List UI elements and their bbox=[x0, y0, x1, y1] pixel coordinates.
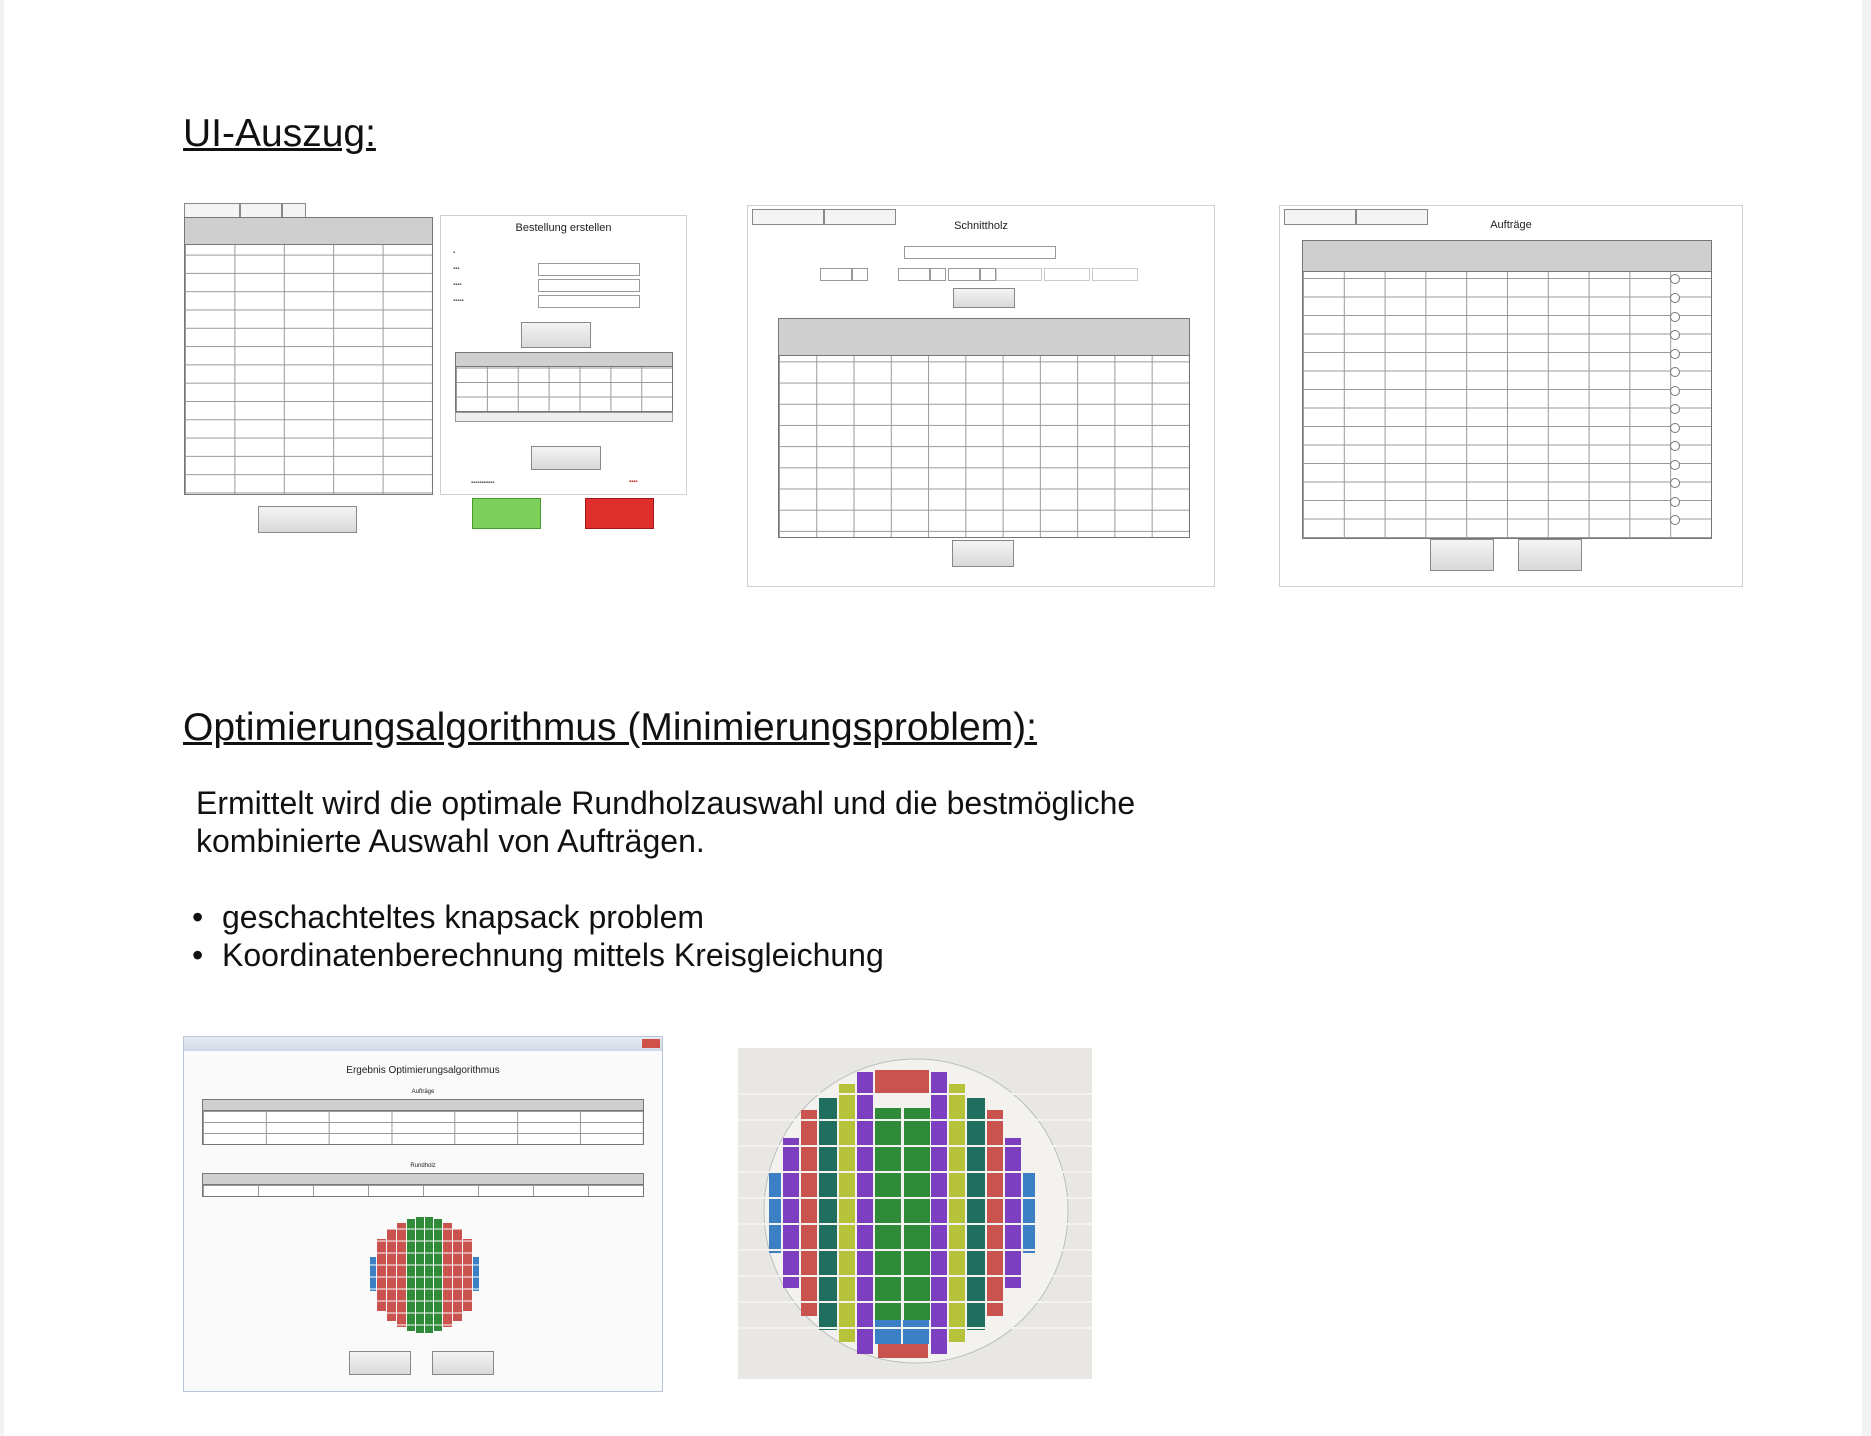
order-list-table bbox=[184, 217, 433, 495]
orders-table bbox=[1302, 240, 1712, 539]
list-item: Koordinatenberechnung mittels Kreisgleic… bbox=[192, 936, 884, 974]
confirm-order-button[interactable] bbox=[472, 498, 541, 529]
cancel-order-button[interactable] bbox=[585, 498, 654, 529]
delete-button[interactable] bbox=[258, 506, 357, 533]
orders-title: Aufträge bbox=[1490, 219, 1532, 231]
search-input[interactable] bbox=[904, 246, 1056, 259]
small-cutting-layout bbox=[362, 1217, 484, 1333]
continue-button[interactable] bbox=[432, 1351, 494, 1375]
tab-orders[interactable] bbox=[1356, 209, 1428, 225]
mockup-orders-screen: Aufträge bbox=[1278, 204, 1744, 589]
orders-subtitle: Aufträge bbox=[411, 1089, 435, 1095]
tab-orders[interactable] bbox=[824, 209, 896, 225]
window-titlebar bbox=[184, 1037, 662, 1051]
feature-list: geschachteltes knapsack problem Koordina… bbox=[192, 898, 884, 974]
intro-paragraph: Ermittelt wird die optimale Rundholzausw… bbox=[196, 785, 1136, 859]
create-order-title: Bestellung erstellen bbox=[515, 222, 612, 234]
mockup-order-screen: Bestellung erstellen ▪ ▪▪▪ ▪▪▪▪ ▪▪▪▪▪ ▪▪… bbox=[182, 203, 694, 541]
window-close-button[interactable] bbox=[642, 1039, 660, 1048]
round-timber-select-button[interactable] bbox=[1430, 539, 1494, 571]
sawn-timber-title: Schnittholz bbox=[954, 220, 1008, 232]
address-input[interactable] bbox=[538, 279, 640, 292]
ui-excerpt-heading: UI-Auszug: bbox=[183, 112, 376, 155]
document-page: UI-Auszug: Bestellung erstellen ▪ ▪▪▪ ▪▪… bbox=[4, 0, 1862, 1436]
algorithm-heading: Optimierungsalgorithmus (Minimierungspro… bbox=[183, 706, 1037, 749]
result-window-screenshot: Ergebnis Optimierungsalgorithmus Aufträg… bbox=[183, 1036, 663, 1392]
remove-item-button[interactable] bbox=[531, 446, 601, 470]
reserve-button[interactable] bbox=[952, 540, 1014, 567]
number-input[interactable] bbox=[538, 295, 640, 308]
horizontal-scrollbar[interactable] bbox=[455, 412, 673, 422]
search-button[interactable] bbox=[953, 288, 1015, 308]
round-timber-subtitle: Rundholz bbox=[410, 1163, 436, 1169]
name-input[interactable] bbox=[538, 263, 640, 276]
optimize-button[interactable] bbox=[1518, 539, 1582, 571]
add-order-button[interactable] bbox=[521, 322, 591, 348]
mockup-sawn-timber-screen: Schnittholz bbox=[746, 204, 1216, 589]
order-items-table bbox=[455, 352, 673, 412]
sawn-timber-panel: Schnittholz bbox=[747, 205, 1215, 587]
orders-panel: Aufträge bbox=[1279, 205, 1743, 587]
sawn-timber-table bbox=[778, 318, 1190, 538]
back-button[interactable] bbox=[349, 1351, 411, 1375]
create-order-panel: Bestellung erstellen ▪ ▪▪▪ ▪▪▪▪ ▪▪▪▪▪ ▪▪… bbox=[440, 215, 687, 495]
list-item: geschachteltes knapsack problem bbox=[192, 898, 884, 936]
tab-sawn-timber[interactable] bbox=[752, 209, 824, 225]
tab-sawn-timber[interactable] bbox=[1284, 209, 1356, 225]
result-timber-table bbox=[202, 1173, 644, 1197]
cutting-layout-photo bbox=[738, 1048, 1092, 1379]
result-title: Ergebnis Optimierungsalgorithmus bbox=[346, 1065, 500, 1076]
result-orders-table bbox=[202, 1099, 644, 1145]
